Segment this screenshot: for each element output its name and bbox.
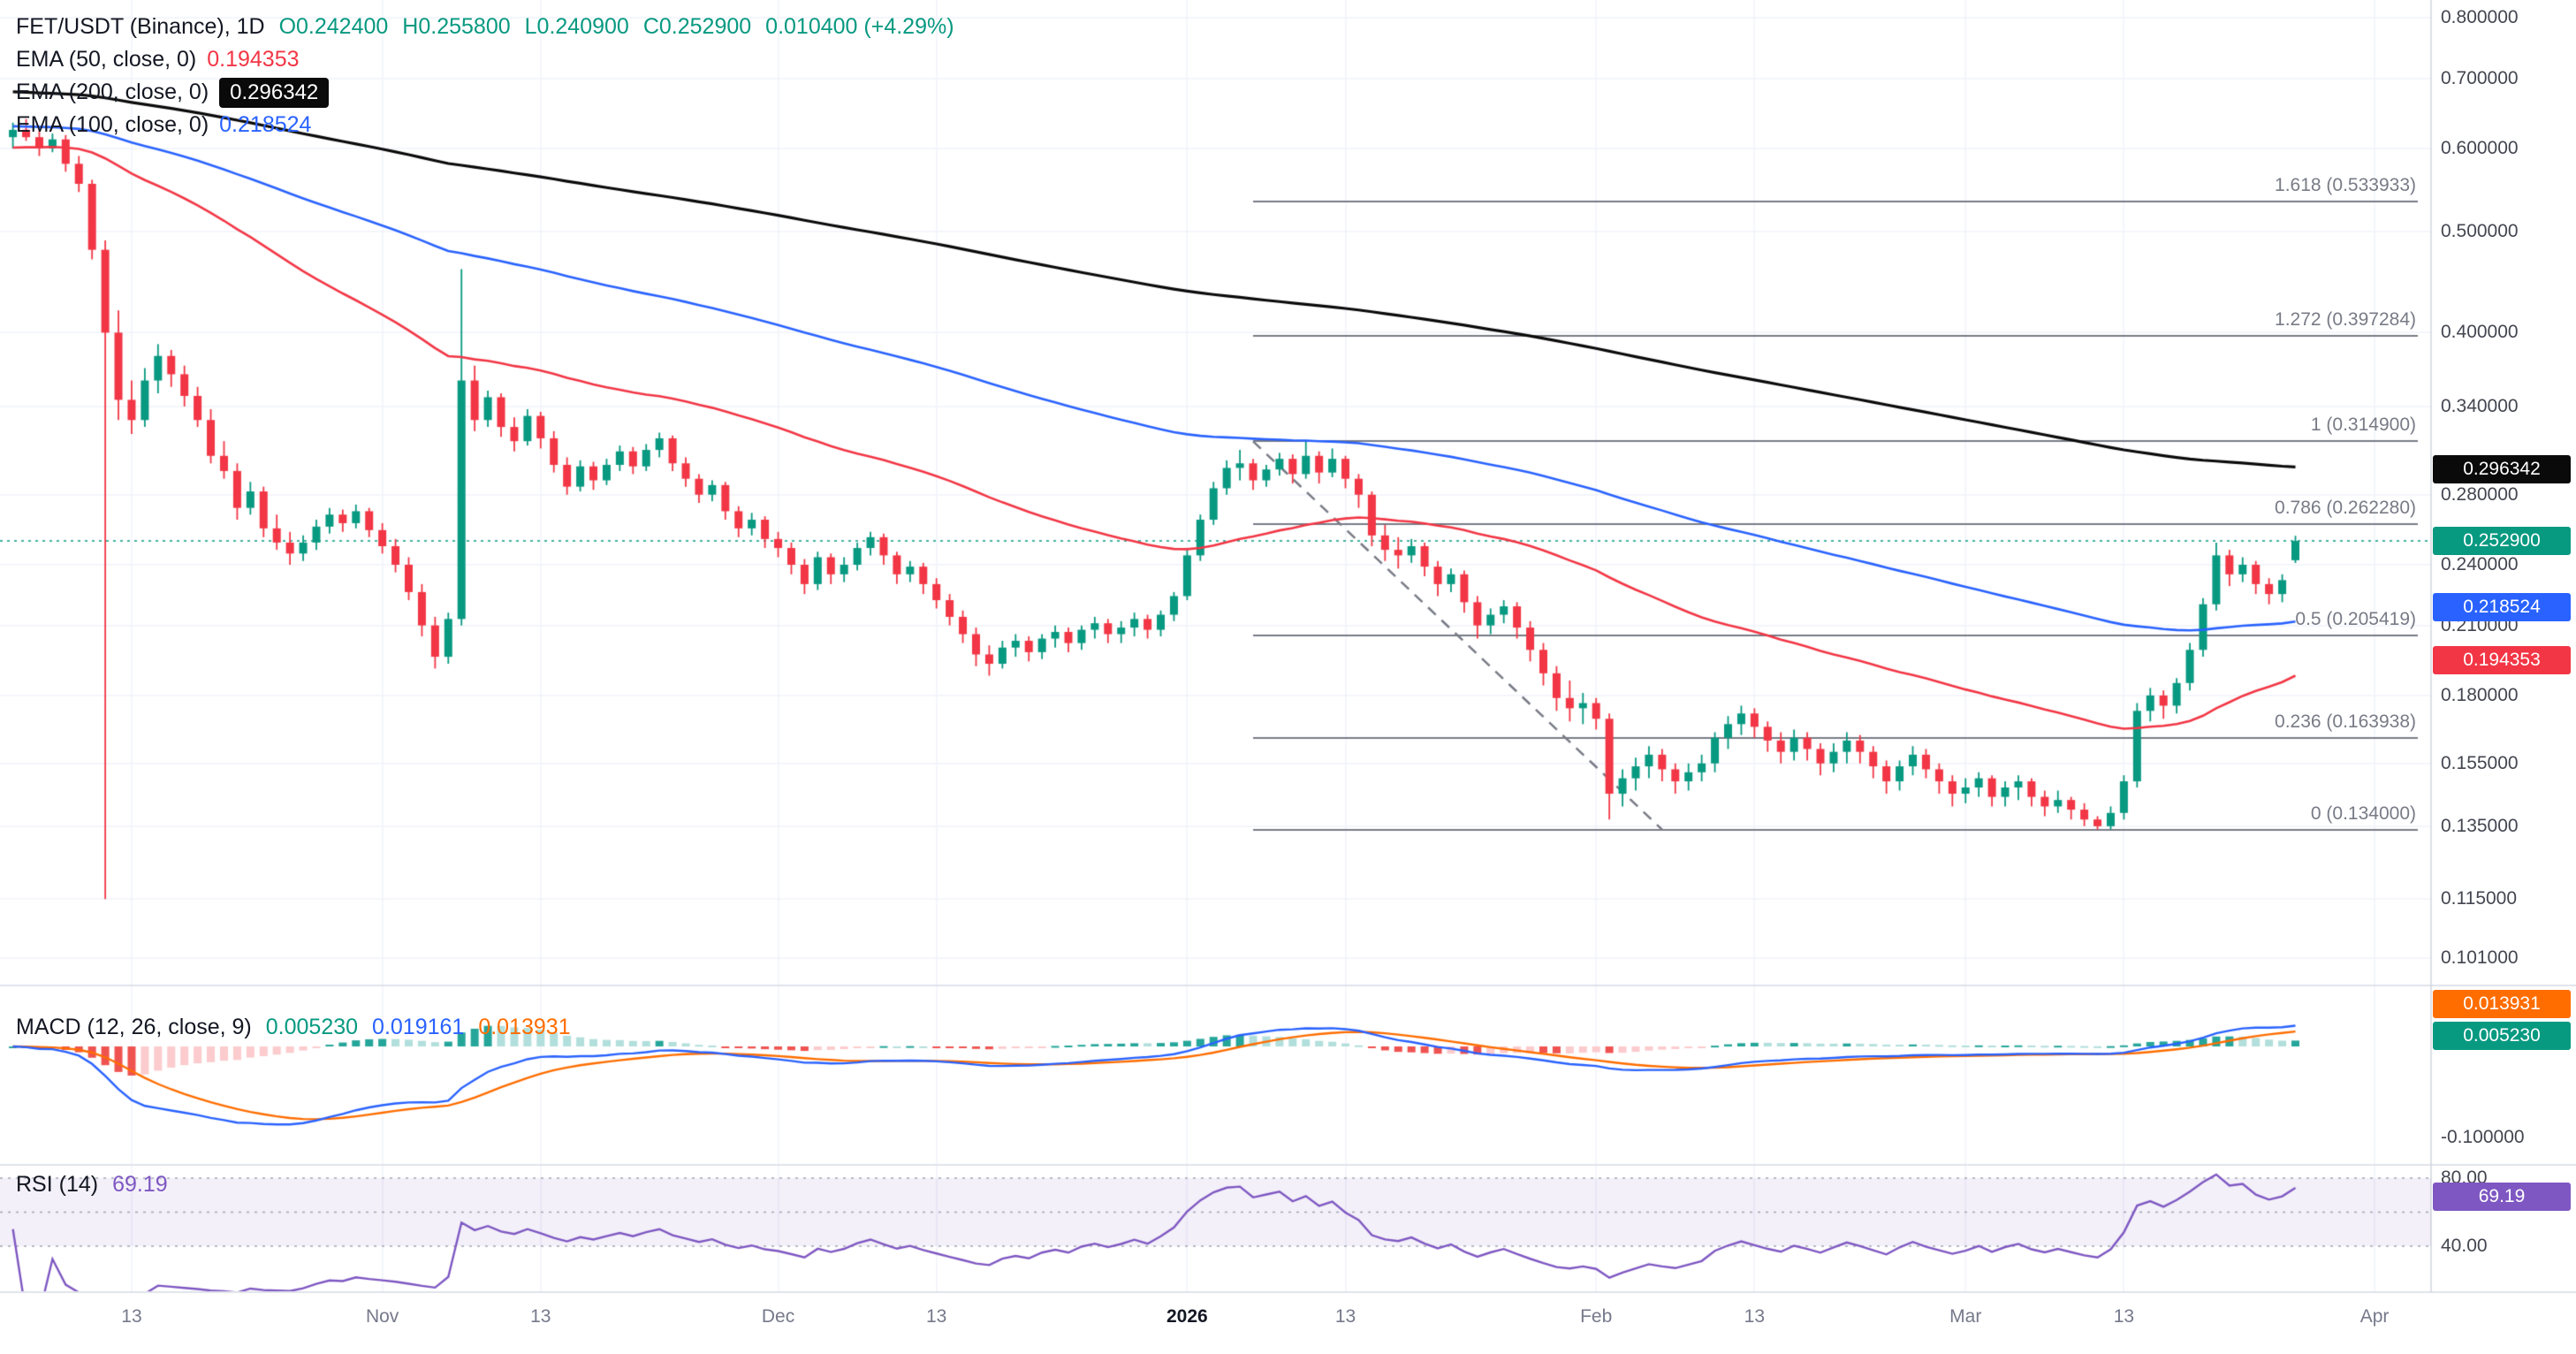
- close-value: 0.252900: [658, 14, 752, 39]
- close-label: C: [642, 14, 659, 39]
- macd-signal-value: 0.013931: [478, 1015, 571, 1039]
- high-label: H: [402, 14, 419, 39]
- symbol-title: FET/USDT (Binance), 1D: [16, 14, 265, 39]
- ema50-value: 0.194353: [207, 47, 300, 72]
- low-value: 0.240900: [536, 14, 629, 39]
- ohlc-open: O 0.242400: [279, 14, 389, 40]
- open-value: 0.242400: [296, 14, 389, 39]
- ohlc-close: C 0.252900: [643, 14, 751, 40]
- macd-legend[interactable]: MACD (12, 26, close, 9) 0.005230 0.01916…: [16, 1015, 571, 1040]
- main-legend: FET/USDT (Binance), 1D O 0.242400 H 0.2558…: [16, 11, 954, 141]
- rsi-label: RSI (14): [16, 1172, 99, 1197]
- ema200-legend-row[interactable]: EMA (200, close, 0) 0.296342: [16, 76, 954, 109]
- ema50-label: EMA (50, close, 0): [16, 47, 197, 72]
- ema100-legend-row[interactable]: EMA (100, close, 0) 0.218524: [16, 109, 954, 141]
- change-value: 0.010400 (+4.29%): [765, 14, 954, 39]
- low-label: L: [524, 14, 537, 39]
- open-label: O: [278, 14, 297, 39]
- macd-line-value: 0.019161: [372, 1015, 465, 1039]
- ohlc-low: L 0.240900: [525, 14, 629, 40]
- rsi-value: 69.19: [112, 1172, 168, 1197]
- ema50-legend-row[interactable]: EMA (50, close, 0) 0.194353: [16, 43, 954, 76]
- ema100-label: EMA (100, close, 0): [16, 112, 209, 137]
- ema200-label: EMA (200, close, 0): [16, 80, 209, 104]
- macd-hist-value: 0.005230: [265, 1015, 359, 1039]
- symbol-legend-row[interactable]: FET/USDT (Binance), 1D O 0.242400 H 0.2558…: [16, 11, 954, 43]
- ohlc-high: H 0.255800: [402, 14, 510, 40]
- high-value: 0.255800: [418, 14, 511, 39]
- rsi-legend[interactable]: RSI (14) 69.19: [16, 1172, 168, 1198]
- ema200-value-badge: 0.296342: [219, 77, 330, 108]
- ema100-value: 0.218524: [219, 112, 312, 137]
- macd-label: MACD (12, 26, close, 9): [16, 1015, 252, 1039]
